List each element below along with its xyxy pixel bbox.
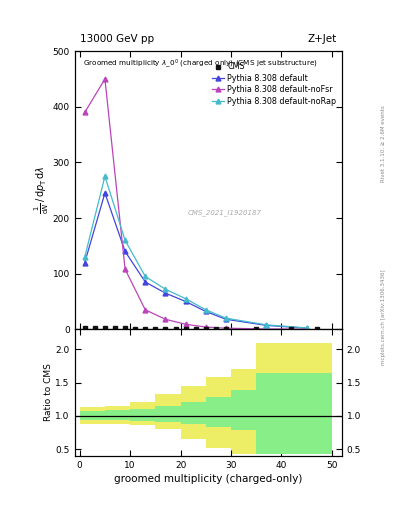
CMS [173,326,178,332]
Text: Rivet 3.1.10, ≥ 2.6M events: Rivet 3.1.10, ≥ 2.6M events [381,105,386,182]
Pythia 8.308 default-noRap [123,237,127,243]
Pythia 8.308 default-noFsr [183,321,188,327]
CMS [103,325,107,331]
Line: CMS: CMS [83,326,319,331]
CMS [224,326,228,332]
Pythia 8.308 default-noRap [103,173,107,179]
CMS [123,325,127,331]
Pythia 8.308 default-noFsr [83,109,87,115]
Text: 13000 GeV pp: 13000 GeV pp [80,34,154,44]
Pythia 8.308 default [163,290,168,296]
Pythia 8.308 default-noFsr [163,316,168,323]
Pythia 8.308 default-noRap [304,325,309,331]
Legend: CMS, Pythia 8.308 default, Pythia 8.308 default-noFsr, Pythia 8.308 default-noRa: CMS, Pythia 8.308 default, Pythia 8.308 … [210,61,338,107]
X-axis label: groomed multiplicity (charged-only): groomed multiplicity (charged-only) [114,474,303,484]
Pythia 8.308 default-noRap [224,315,228,321]
Text: CMS_2021_I1920187: CMS_2021_I1920187 [187,209,261,216]
CMS [153,326,158,332]
Pythia 8.308 default-noRap [143,273,148,280]
Line: Pythia 8.308 default: Pythia 8.308 default [82,190,309,331]
Pythia 8.308 default [264,323,269,329]
Pythia 8.308 default-noRap [183,295,188,302]
CMS [314,326,319,332]
Pythia 8.308 default-noRap [83,254,87,260]
Pythia 8.308 default-noFsr [204,324,208,330]
Pythia 8.308 default-noFsr [143,307,148,313]
CMS [183,326,188,332]
Text: mcplots.cern.ch [arXiv:1306.3436]: mcplots.cern.ch [arXiv:1306.3436] [381,270,386,365]
Pythia 8.308 default [123,248,127,254]
CMS [204,326,208,332]
Pythia 8.308 default-noRap [264,322,269,328]
CMS [163,326,168,332]
Pythia 8.308 default [183,298,188,305]
CMS [92,325,97,331]
CMS [113,325,118,331]
Line: Pythia 8.308 default-noRap: Pythia 8.308 default-noRap [82,174,309,330]
Y-axis label: $\frac{1}{\mathrm{d}N}\,/\,\mathrm{d}p_\mathrm{T}\,\mathrm{d}\lambda$: $\frac{1}{\mathrm{d}N}\,/\,\mathrm{d}p_\… [33,166,51,215]
Pythia 8.308 default [83,260,87,266]
Pythia 8.308 default-noRap [163,286,168,292]
Line: Pythia 8.308 default-noFsr: Pythia 8.308 default-noFsr [82,77,309,332]
Pythia 8.308 default [224,316,228,323]
Pythia 8.308 default-noFsr [304,326,309,332]
Text: Groomed multiplicity $\lambda\_0^0$ (charged only) (CMS jet substructure): Groomed multiplicity $\lambda\_0^0$ (cha… [83,57,318,70]
Y-axis label: Ratio to CMS: Ratio to CMS [44,364,53,421]
Pythia 8.308 default-noRap [204,307,208,313]
Pythia 8.308 default [304,325,309,331]
Pythia 8.308 default [204,308,208,314]
CMS [83,325,87,331]
CMS [193,326,198,332]
Pythia 8.308 default [143,279,148,285]
Pythia 8.308 default-noFsr [264,326,269,332]
CMS [213,326,218,332]
Pythia 8.308 default-noFsr [123,266,127,272]
CMS [143,326,148,332]
Pythia 8.308 default [103,190,107,196]
Pythia 8.308 default-noFsr [224,325,228,331]
CMS [254,326,259,332]
CMS [133,326,138,332]
Text: Z+Jet: Z+Jet [307,34,336,44]
Pythia 8.308 default-noFsr [103,76,107,82]
CMS [289,326,294,332]
